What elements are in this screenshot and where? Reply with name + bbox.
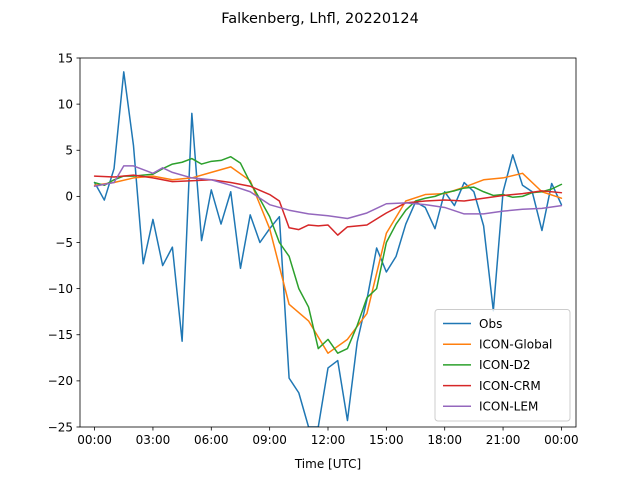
x-tick-label: 09:00 [252,433,287,447]
x-tick-label: 00:00 [77,433,112,447]
x-tick-label: 18:00 [427,433,462,447]
y-tick-label: −25 [48,420,73,434]
y-tick-label: −5 [55,236,73,250]
y-tick-label: 15 [58,51,73,65]
y-tick-label: 10 [58,97,73,111]
legend-box [434,309,571,422]
x-tick-label: 00:00 [544,433,579,447]
x-tick-label: 06:00 [194,433,229,447]
legend-label-icon-d2: ICON-D2 [479,358,531,372]
legend-label-icon-crm: ICON-CRM [479,379,541,393]
y-tick-label: −10 [48,282,73,296]
x-tick-label: 21:00 [486,433,521,447]
legend-label-icon-global: ICON-Global [479,338,552,352]
series-line-icon-lem [93,165,563,220]
x-axis-label: Time [UTC] [294,457,361,471]
y-axis: 15 10 5 0 −5 −10 −15 −20 −25 [48,51,80,434]
legend-label-obs: Obs [479,317,502,331]
y-tick-label: 0 [65,190,73,204]
series-line-obs [93,71,563,427]
legend-label-icon-lem: ICON-LEM [479,400,538,414]
y-tick-label: 5 [65,144,73,158]
chart-title: Falkenberg, Lhfl, 20220124 [221,11,419,27]
y-tick-label: −20 [48,374,73,388]
series-line-icon-crm [93,174,563,236]
series-line-icon-d2 [93,155,563,354]
series-line-icon-global [93,166,563,354]
y-tick-label: −15 [48,328,73,342]
x-axis: 00:00 03:00 06:00 09:00 12:00 15:00 18:00 21:00… [77,427,579,447]
plot-lines [93,71,563,427]
x-tick-label: 03:00 [136,433,171,447]
x-tick-label: 15:00 [369,433,404,447]
x-tick-label: 12:00 [311,433,346,447]
legend: Obs ICON-Global ICON-D2 ICON-CRM ICON-LEM [434,309,571,422]
